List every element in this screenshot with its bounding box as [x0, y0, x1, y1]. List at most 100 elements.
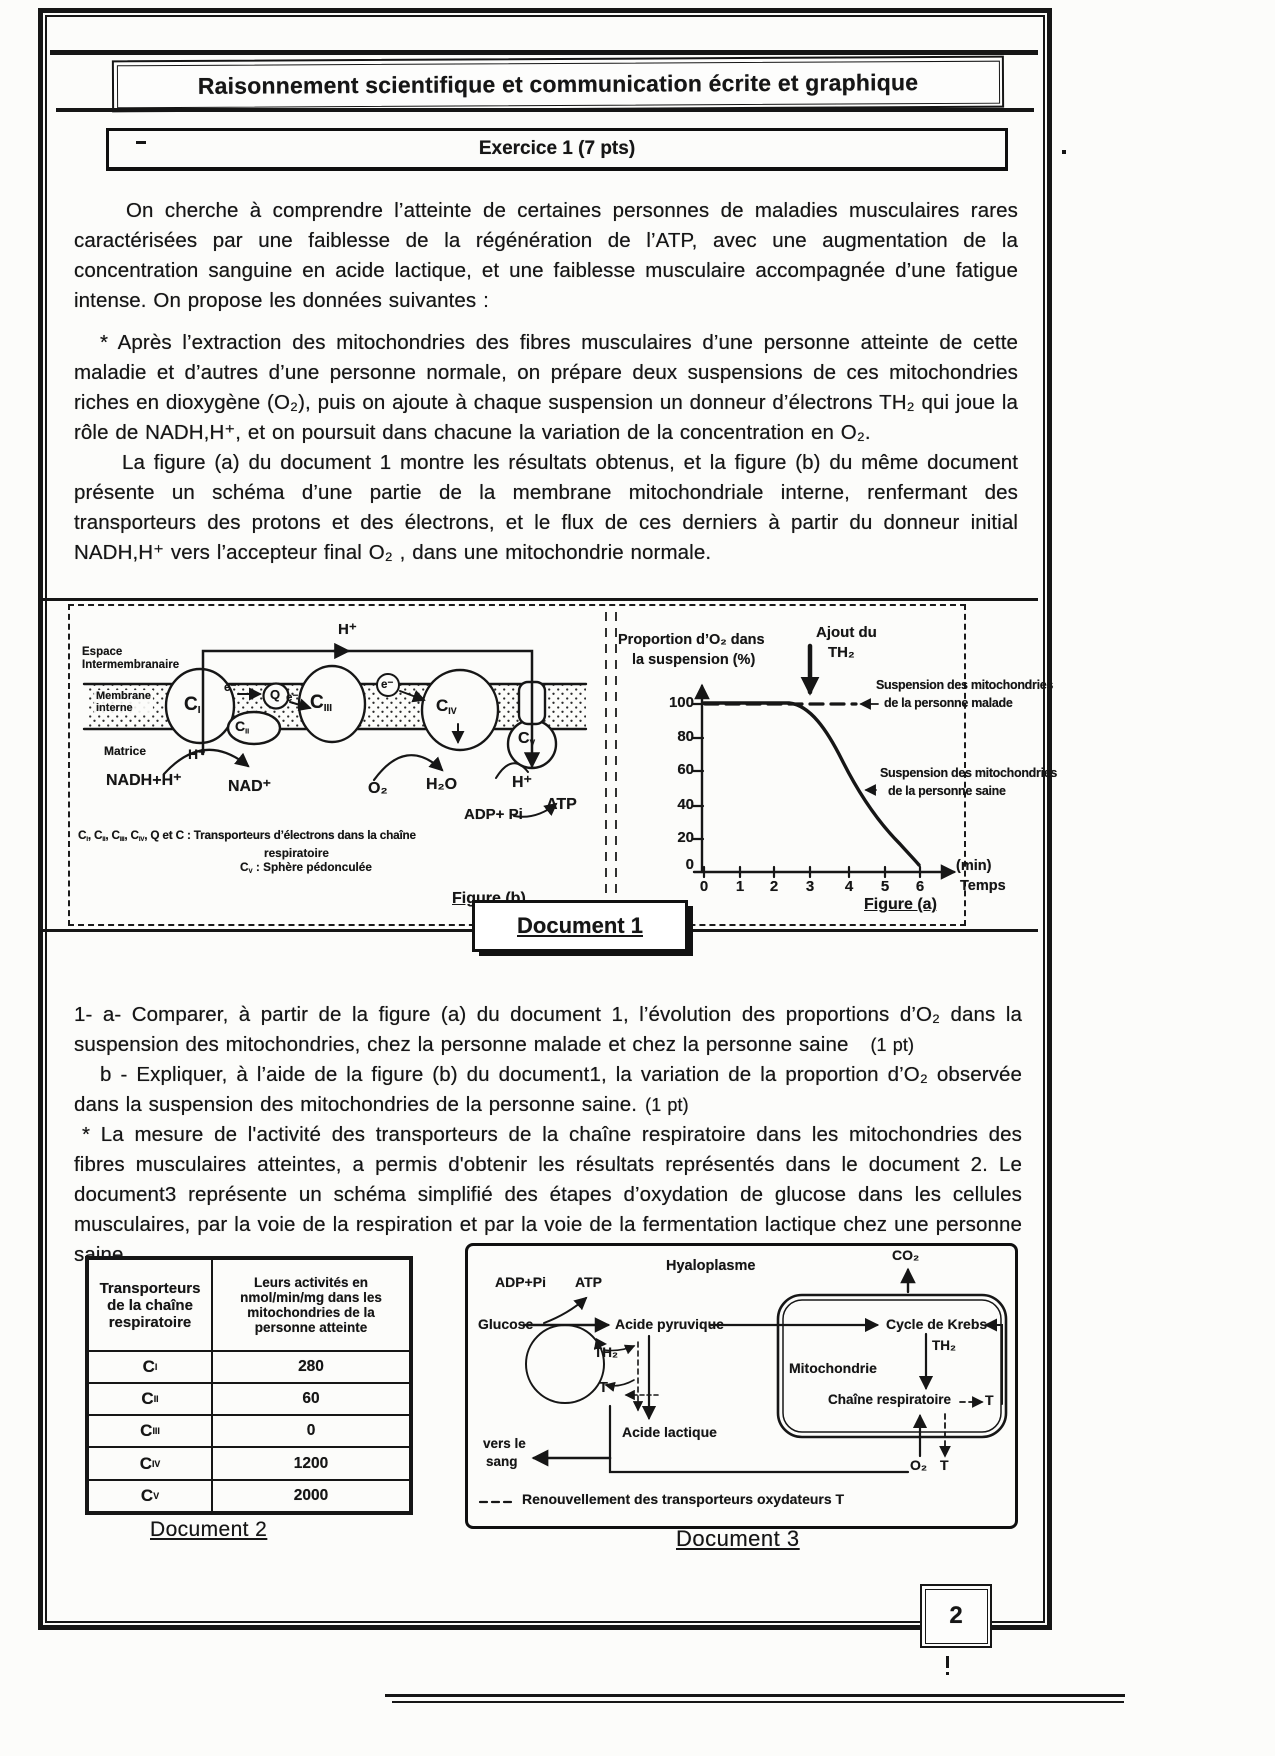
scan-artifact: [946, 1672, 949, 1675]
question-1b-points: (1 pt): [645, 1095, 689, 1115]
label-matrice: Matrice: [104, 744, 147, 758]
page-frame: [38, 8, 1052, 1630]
doc1-divider: [605, 612, 617, 918]
doc2-row3-transporter: C III: [88, 1415, 212, 1447]
scan-artifact: [946, 1656, 949, 1668]
label-electron-3: e⁻: [381, 679, 394, 691]
doc2-row4-value: 1200: [212, 1447, 410, 1480]
complex-c2: CII: [235, 718, 250, 736]
label-glucose: Glucose: [478, 1316, 534, 1332]
bottom-scan-line-2: [392, 1701, 1124, 1704]
document2-label: Document 2: [150, 1518, 268, 1541]
label-adp-pi: ADP+ Pi: [464, 806, 523, 823]
complex-c4: CIV: [436, 696, 457, 716]
question-1a: 1- a- Comparer, à partir de la figure (a…: [74, 1003, 1022, 1056]
doc2-row5-value: 2000: [212, 1480, 410, 1512]
label-acide-pyruvique: Acide pyruvique: [615, 1316, 724, 1332]
label-co2: CO₂: [892, 1247, 920, 1263]
doc2-row3-value: 0: [212, 1415, 410, 1447]
paragraph-mesure: * La mesure de l'activité des transporte…: [74, 1123, 1022, 1266]
page-title: Raisonnement scientifique et communicati…: [197, 68, 919, 99]
label-atp-doc3: ATP: [575, 1274, 602, 1290]
xtick-3: 3: [805, 878, 815, 895]
label-th2-left: TH₂: [594, 1345, 618, 1360]
figure-a-ylabel-line1: Proportion d’O₂ dans: [618, 632, 765, 648]
document3-panel: Hyaloplasme CO₂ ADP+Pi ATP Glucose Acide…: [465, 1243, 1018, 1529]
series-malade-label-line2: de la personne malade: [884, 696, 1013, 710]
x-axis-title: Temps: [960, 878, 1006, 894]
document1-panel: Espace Intermembranaire H⁺ Membrane inte…: [68, 604, 1057, 952]
label-acide-lactique: Acide lactique: [622, 1424, 717, 1440]
label-t-left: T: [599, 1380, 608, 1396]
label-espace-intermembranaire: Espace Intermembranaire: [82, 646, 180, 671]
label-adp-pi-doc3: ADP+Pi: [495, 1274, 546, 1290]
document3-label: Document 3: [676, 1526, 800, 1551]
label-h-plus-right: H⁺: [512, 774, 532, 791]
label-hyaloplasme: Hyaloplasme: [666, 1258, 756, 1274]
xtick-1: 1: [735, 878, 745, 895]
series-saine-label-line1: Suspension des mitochondries: [880, 766, 1058, 780]
figure-a-ylabel-line2: la suspension (%): [632, 652, 756, 668]
page-number-box: 2: [920, 1584, 992, 1648]
title-box: Raisonnement scientifique et communicati…: [111, 55, 1005, 113]
label-h-plus-top: H⁺: [338, 621, 357, 638]
label-sang: sang: [486, 1454, 518, 1469]
intro-paragraph-3: La figure (a) du document 1 montre les r…: [74, 451, 1018, 564]
xtick-5: 5: [880, 878, 890, 895]
xtick-0: 0: [699, 878, 709, 895]
label-t-right: T: [985, 1392, 994, 1408]
scan-artifact: [136, 141, 146, 144]
label-electron-1: e⁻: [224, 682, 237, 694]
ytick-20: 20: [677, 829, 694, 846]
complex-c1: CI: [184, 694, 201, 717]
figure-b-caption-line2: respiratoire: [264, 846, 329, 860]
figure-a-label: Figure (a): [864, 896, 937, 913]
label-nad: NAD⁺: [228, 778, 272, 795]
xtick-4: 4: [844, 878, 854, 895]
question-1a-points: (1 pt): [870, 1035, 915, 1055]
figure-b-caption-line3: CV : Sphère pédonculée: [240, 860, 372, 875]
document2-table: Transporteurs de la chaîne respiratoire …: [85, 1256, 413, 1515]
ytick-100: 100: [668, 694, 694, 711]
xtick-2: 2: [769, 878, 779, 895]
series-malade-label-line1: Suspension des mitochondries: [876, 678, 1054, 692]
complex-c3: CIII: [310, 692, 332, 715]
doc2-col2-header: Leurs activités en nmol/min/mg dans les …: [212, 1259, 410, 1351]
figure-b-caption-line1: CI, CII, CIII, CIV, Q et C : Transporteu…: [78, 828, 416, 843]
series-saine-label-line2: de la personne saine: [888, 784, 1006, 798]
page-number: 2: [949, 1602, 963, 1629]
exercise-box: Exercice 1 (7 pts): [106, 128, 1008, 171]
doc2-row2-value: 60: [212, 1383, 410, 1415]
exercise-title: Exercice 1 (7 pts): [478, 138, 636, 159]
bottom-scan-line-1: [385, 1694, 1125, 1697]
label-mitochondrie: Mitochondrie: [789, 1360, 877, 1376]
label-th2-right: TH₂: [932, 1338, 956, 1353]
label-h2o: H₂O: [426, 776, 458, 793]
label-nadh: NADH+H⁺: [106, 772, 182, 789]
label-atp: ATP: [546, 796, 577, 813]
legend-renouvellement: Renouvellement des transporteurs oxydate…: [522, 1491, 845, 1507]
intro-paragraph-1: On cherche à comprendre l’atteinte de ce…: [74, 199, 1018, 312]
ytick-60: 60: [677, 761, 694, 778]
label-o2: O₂: [368, 780, 388, 797]
label-membrane-interne: Membrane interne: [94, 690, 154, 714]
label-chaine-respiratoire: Chaîne respiratoire: [828, 1392, 952, 1407]
label-h-plus-matrix: H⁺: [188, 746, 206, 762]
ytick-80: 80: [677, 728, 694, 745]
doc2-row2-transporter: C II: [88, 1383, 212, 1415]
doc2-row4-transporter: C IV: [88, 1447, 212, 1480]
figure-a-event-line2: TH₂: [828, 644, 855, 661]
question-1b: b - Expliquer, à l’aide de la figure (b)…: [74, 1063, 1022, 1116]
ytick-0: 0: [685, 856, 694, 873]
x-axis-unit: (min): [956, 858, 992, 874]
document1-graphics: [82, 612, 957, 918]
doc1-top-rule: [42, 598, 1038, 601]
label-t-bottom: T: [940, 1457, 949, 1473]
label-vers-le: vers le: [483, 1436, 526, 1451]
complex-c5: CV: [518, 730, 536, 748]
label-electron-2: e⁻: [286, 692, 299, 704]
xtick-6: 6: [915, 878, 925, 895]
